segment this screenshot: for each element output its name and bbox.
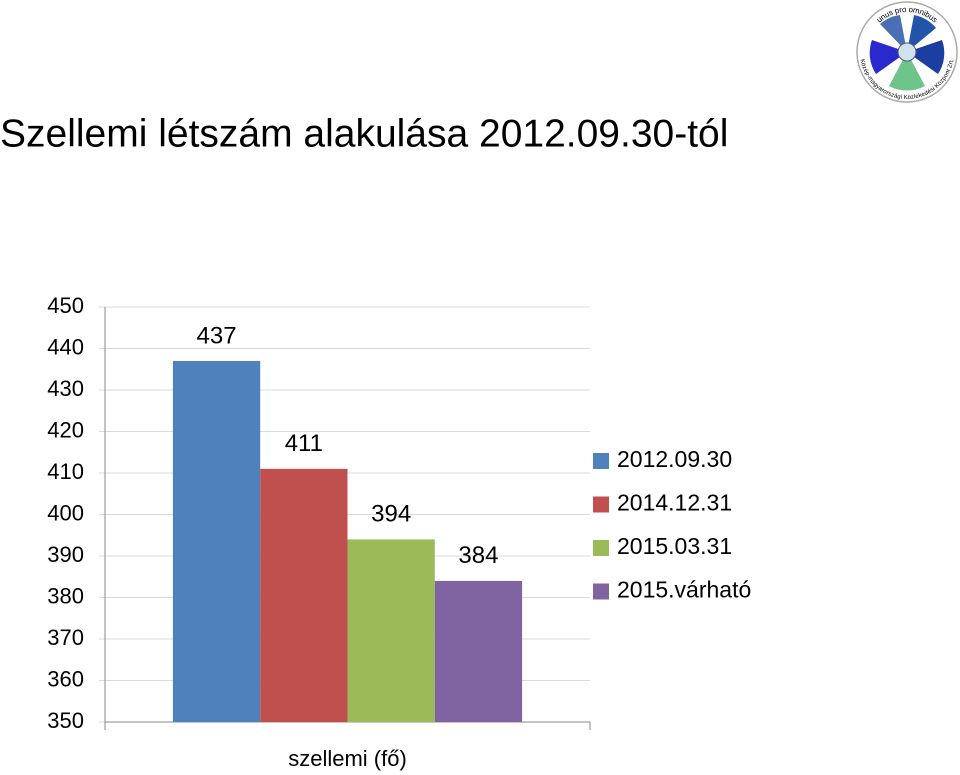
bar (347, 539, 435, 722)
legend-swatch (593, 583, 609, 600)
y-tick-label: 350 (47, 708, 84, 733)
y-tick-label: 370 (47, 625, 84, 650)
bar (260, 468, 348, 722)
value-label: 411 (285, 430, 323, 457)
logo-petal (880, 15, 907, 52)
logo-petal (907, 40, 945, 74)
logo-petal (869, 40, 907, 74)
bar (172, 360, 261, 722)
y-tick-label: 410 (47, 459, 84, 484)
legend-label: 2015.03.31 (617, 533, 732, 559)
y-tick-label: 450 (47, 293, 84, 318)
y-tick-label: 390 (47, 542, 84, 567)
logo-petal (889, 52, 925, 91)
legend-swatch (593, 453, 609, 469)
logo: unus pro omnibus Közép-magyarországi Köz… (856, 1, 958, 103)
x-tick-label: szellemi (fő) (288, 746, 407, 771)
legend-swatch (593, 540, 609, 556)
chart-title: Szellemi létszám alakulása 2012.09.30-tó… (0, 112, 728, 155)
y-tick-label: 400 (47, 500, 84, 525)
y-tick-label: 420 (47, 417, 84, 442)
value-label: 394 (371, 501, 411, 528)
bar (434, 580, 523, 722)
legend-label: 2015.várható (617, 577, 751, 603)
legend-label: 2014.12.31 (617, 490, 732, 516)
y-tick-label: 430 (47, 376, 84, 401)
value-label: 384 (458, 542, 498, 569)
value-label: 437 (197, 322, 237, 349)
logo-center (897, 42, 917, 62)
y-tick-label: 440 (47, 334, 84, 359)
logo-petal (907, 15, 936, 52)
y-tick-label: 360 (47, 666, 84, 691)
y-tick-label: 380 (47, 583, 84, 608)
legend-swatch (593, 496, 609, 513)
legend-label: 2012.09.30 (617, 446, 732, 472)
